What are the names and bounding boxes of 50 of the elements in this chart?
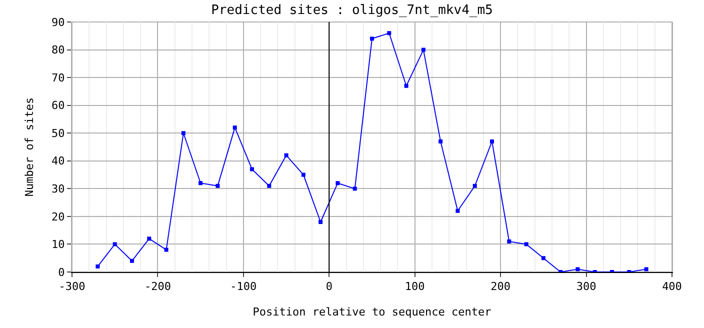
y-tick-label: 40 — [52, 154, 65, 168]
y-tick-label: 60 — [52, 99, 65, 112]
point — [472, 184, 477, 188]
point — [284, 153, 288, 158]
x-tick-label: -100 — [230, 280, 257, 294]
y-axis-title: Number of sites — [23, 97, 36, 197]
y-tick-label: 30 — [52, 182, 65, 196]
point — [96, 264, 100, 268]
y-tick-label: 50 — [52, 126, 65, 140]
point — [438, 139, 443, 144]
y-tick-label: 70 — [52, 71, 65, 84]
x-tick-label: 100 — [404, 280, 425, 294]
point — [198, 181, 203, 186]
point — [576, 267, 580, 272]
point — [181, 131, 186, 136]
y-tick-label: 20 — [52, 210, 65, 224]
point — [387, 31, 392, 36]
y-tick-label: 10 — [52, 238, 65, 252]
point — [267, 184, 272, 188]
x-tick-label: 0 — [326, 280, 332, 294]
chart-title: Predicted sites : oligos_7nt_mkv4_m5 — [211, 3, 493, 18]
point — [370, 36, 374, 41]
point — [336, 181, 340, 186]
x-tick-label: 400 — [662, 280, 682, 294]
point — [232, 126, 237, 130]
point — [112, 242, 117, 246]
x-tick-label: 300 — [576, 280, 596, 294]
point — [507, 239, 512, 244]
point — [644, 267, 648, 272]
point — [250, 167, 254, 172]
y-tick-label: 80 — [52, 44, 65, 57]
point — [524, 242, 528, 246]
x-axis-title: Position relative to sequence center — [252, 305, 492, 318]
point — [352, 186, 357, 191]
y-tick-label: 0 — [58, 266, 65, 279]
point — [147, 236, 152, 241]
point — [301, 172, 306, 177]
point — [164, 248, 168, 252]
y-tick-label: 90 — [52, 16, 65, 29]
point — [404, 84, 408, 88]
point — [456, 208, 460, 213]
point — [490, 139, 494, 144]
x-tick-label: -300 — [58, 280, 86, 294]
point — [541, 256, 546, 260]
point — [130, 258, 134, 263]
point — [216, 184, 220, 188]
point — [318, 220, 323, 224]
x-tick-label: 200 — [490, 280, 511, 294]
point — [421, 48, 426, 52]
x-tick-label: -200 — [144, 280, 171, 294]
